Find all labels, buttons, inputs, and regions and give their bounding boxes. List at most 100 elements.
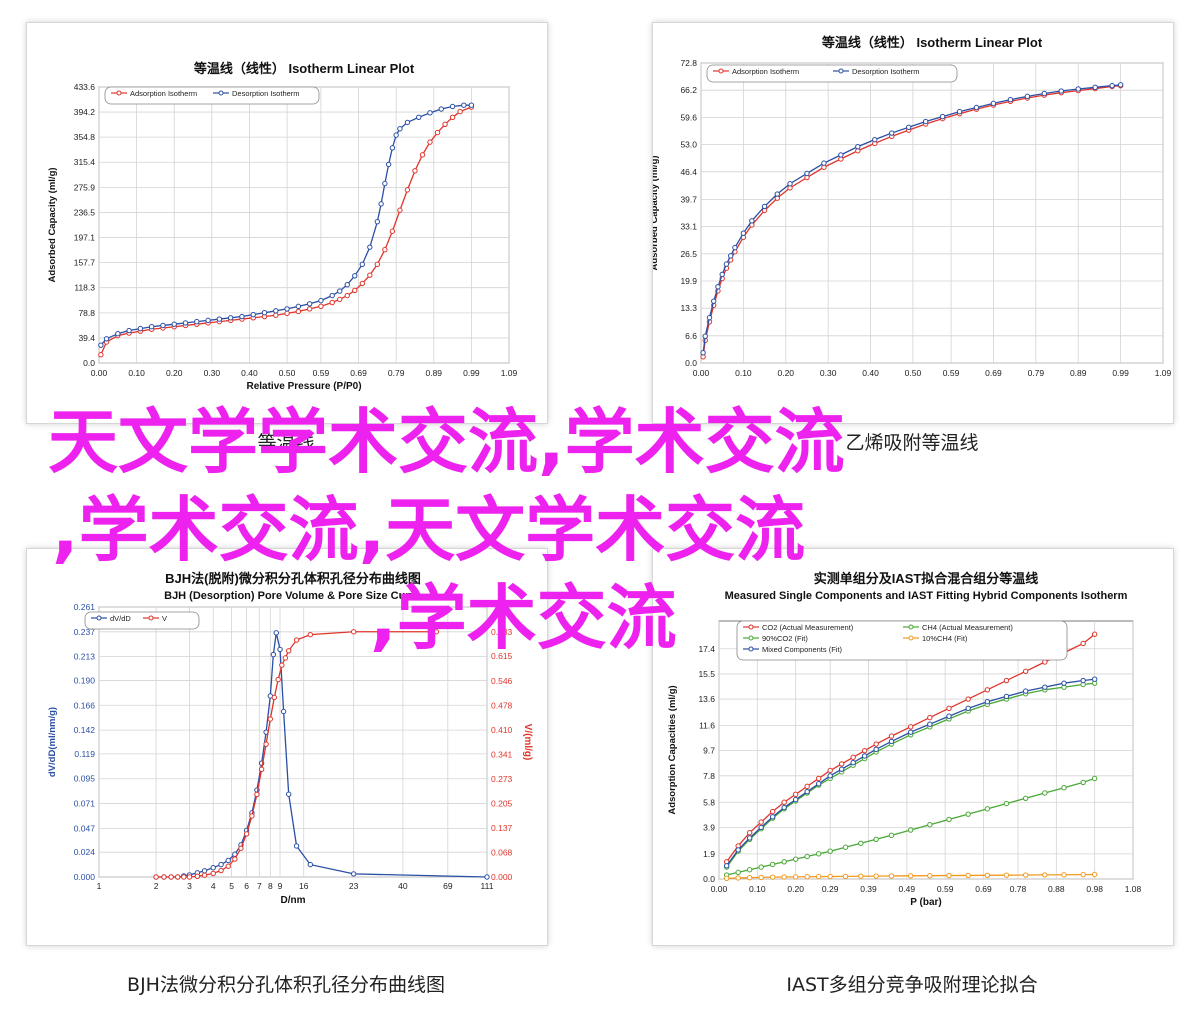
x-tick-label: 23 [349, 881, 359, 891]
legend: dV/dD V [84, 611, 200, 630]
data-point [261, 310, 268, 316]
y-tick-label: 33.1 [680, 222, 697, 232]
data-point [827, 773, 833, 779]
y2-tick-label: 0.341 [491, 750, 513, 760]
data-point [367, 272, 373, 278]
y2-tick-label: 0.068 [491, 848, 513, 858]
data-point [965, 696, 971, 702]
data-point [732, 244, 738, 251]
x-tick-label: 0.00 [693, 368, 710, 378]
chart-ethylene-isotherm: 等温线（线性） Isotherm Linear Plot 0.0 6.6 13.3 19… [653, 35, 1172, 378]
data-point [126, 327, 132, 334]
legend-entry: dV/dD [110, 614, 131, 623]
data-point [201, 868, 208, 874]
x-axis-label: P (bar) [910, 897, 942, 908]
data-point [984, 699, 991, 705]
legend-swatch-marker [718, 68, 724, 74]
data-point [792, 791, 799, 798]
data-point [804, 874, 810, 880]
data-point [850, 759, 856, 766]
y2-tick-label: 0.478 [491, 700, 513, 710]
data-point [1092, 84, 1098, 91]
legend-swatch-marker [218, 90, 224, 96]
data-point [1022, 688, 1029, 694]
data-point [700, 349, 706, 356]
data-point [711, 298, 717, 304]
caption-top-left: 等温线 [257, 432, 315, 454]
x-tick-label: 8 [268, 881, 273, 891]
data-point [416, 114, 422, 120]
x-tick-label: 40 [398, 881, 408, 891]
series-mixed-components-fit- [723, 676, 1098, 869]
data-point [888, 873, 895, 879]
data-point [280, 708, 287, 715]
data-point [243, 831, 250, 837]
data-point [344, 292, 350, 299]
data-point [781, 804, 787, 811]
y-tick-label: 354.8 [74, 132, 96, 142]
data-point [781, 799, 787, 805]
data-point [1042, 684, 1048, 690]
y-tick-label: 13.3 [680, 303, 697, 313]
series-v [153, 629, 440, 880]
y2-tick-label: 0.000 [491, 872, 513, 882]
data-point [1091, 631, 1098, 637]
data-point [1080, 640, 1086, 647]
x-tick-label: 0.00 [711, 884, 728, 894]
overlay-line-2: ,学术交流,天文学术交流 [52, 489, 806, 571]
y-tick-label: 0.0 [703, 874, 715, 884]
y-tick-label: 0.142 [74, 725, 96, 735]
data-point [758, 864, 764, 870]
data-point [927, 872, 933, 879]
data-point [307, 631, 314, 638]
data-point [804, 783, 810, 790]
data-point [715, 284, 721, 290]
x-tick-label: 0.40 [862, 368, 879, 378]
data-point [838, 152, 844, 158]
legend-box [84, 611, 200, 630]
y2-axis-label: V/(ml/g) [522, 724, 533, 761]
data-point [758, 874, 764, 881]
data-point [774, 191, 780, 197]
y-tick-label: 7.8 [703, 771, 715, 781]
data-point [352, 287, 358, 294]
data-point [905, 124, 912, 130]
data-point [461, 102, 467, 108]
y-axis-label: Adsorbed Capacity (ml/g) [47, 167, 58, 282]
data-point [442, 121, 448, 128]
data-point [804, 788, 810, 795]
data-point [374, 261, 381, 268]
chart-panel-bjh: BJH法(脱附)微分积分孔体积孔径分布曲线图 BJH (Desorption) P… [26, 548, 548, 946]
caption-bottom-left: BJH法微分积分孔体积孔径分布曲线图 [127, 974, 445, 996]
data-point [225, 863, 231, 869]
data-point [1109, 82, 1115, 89]
data-point [412, 168, 418, 174]
data-point [397, 126, 403, 132]
x-tick-label: 16 [299, 881, 309, 891]
y-tick-label: 0.213 [74, 652, 96, 662]
data-point [815, 775, 822, 782]
data-point [873, 746, 879, 753]
x-tick-label: 0.29 [822, 884, 839, 894]
x-tick-label: 7 [257, 881, 262, 891]
chart-isotherm-linear: 等温线（线性） Isotherm Linear Plot 0.0 39.4 78.8 1… [47, 61, 518, 392]
data-point [740, 230, 747, 236]
data-point [307, 861, 314, 868]
data-point [907, 729, 914, 735]
data-point [939, 113, 946, 120]
data-point [239, 313, 245, 320]
series-ch4-actual-measurement- [723, 775, 1098, 878]
data-point [378, 201, 384, 207]
series-line [100, 106, 472, 355]
data-point [706, 314, 713, 321]
data-point [1022, 668, 1029, 674]
series-10-ch4-fit- [723, 871, 1098, 882]
x-tick-label: 1.09 [1155, 368, 1172, 378]
x-tick-label: 0.59 [943, 368, 960, 378]
plot-area [700, 62, 1164, 364]
y-tick-label: 59.6 [680, 112, 697, 122]
data-point [249, 813, 255, 819]
data-point [160, 322, 166, 329]
data-point [702, 333, 708, 339]
chart-iast-fitting: 实测单组分及IAST拟合混合组分等温线 Measured Single Compo… [667, 571, 1142, 908]
